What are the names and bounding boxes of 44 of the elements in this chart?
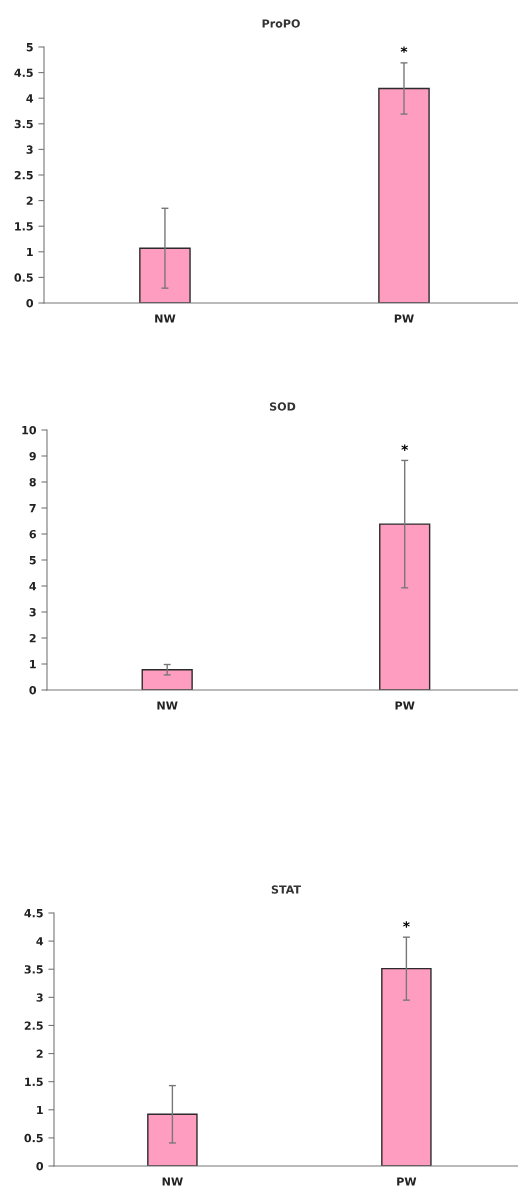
y-tick-label: 3.5 (24, 965, 43, 974)
y-tick-label: 2 (29, 633, 36, 643)
y-tick-label: 0 (29, 685, 37, 695)
y-tick-label: 9 (29, 451, 36, 461)
y-tick-label: 6 (29, 529, 36, 539)
y-tick-label: 4.5 (24, 909, 43, 918)
y-tick-label: 1.5 (25, 1077, 43, 1087)
y-tick-label: 0.5 (14, 273, 33, 282)
x-tick-label: PW (395, 701, 415, 710)
y-tick-label: 1.5 (15, 222, 33, 231)
y-tick-label: 0.5 (24, 1133, 43, 1143)
y-tick-label: 7 (29, 504, 36, 513)
y-tick-label: 1 (27, 247, 33, 257)
annotation: * (403, 921, 410, 928)
y-tick-label: 4 (36, 937, 44, 946)
y-tick-label: 2 (36, 1049, 43, 1058)
y-tick-label: 10 (22, 425, 37, 435)
annotation: * (401, 444, 409, 451)
y-tick-label: 4.5 (14, 68, 33, 77)
y-tick-label: 0 (36, 1161, 44, 1171)
y-tick-label: 2.5 (24, 1021, 43, 1030)
y-tick-label: 5 (29, 556, 36, 565)
y-tick-label: 8 (29, 477, 36, 487)
chart-title: SOD (269, 402, 296, 411)
annotation: * (400, 46, 408, 53)
y-tick-label: 5 (26, 43, 33, 52)
x-tick-label: PW (394, 314, 414, 323)
x-tick-label: NW (155, 314, 176, 323)
chart-title: ProPO (262, 19, 300, 28)
y-tick-label: 3 (36, 993, 43, 1002)
y-tick-label: 0 (26, 298, 34, 308)
y-tick-label: 2 (26, 196, 33, 205)
x-tick-label: NW (162, 1177, 183, 1186)
x-tick-label: NW (157, 701, 178, 710)
y-tick-label: 3.5 (14, 119, 33, 129)
y-tick-label: 2.5 (14, 170, 33, 180)
y-tick-label: 1 (37, 1105, 43, 1114)
y-tick-label: 3 (26, 145, 33, 154)
y-tick-label: 4 (29, 582, 37, 591)
y-tick-label: 3 (29, 607, 36, 617)
y-tick-label: 1 (30, 660, 36, 669)
y-tick-label: 4 (26, 94, 34, 103)
x-tick-label: PW (397, 1177, 417, 1186)
chart-title: STAT (271, 885, 301, 894)
